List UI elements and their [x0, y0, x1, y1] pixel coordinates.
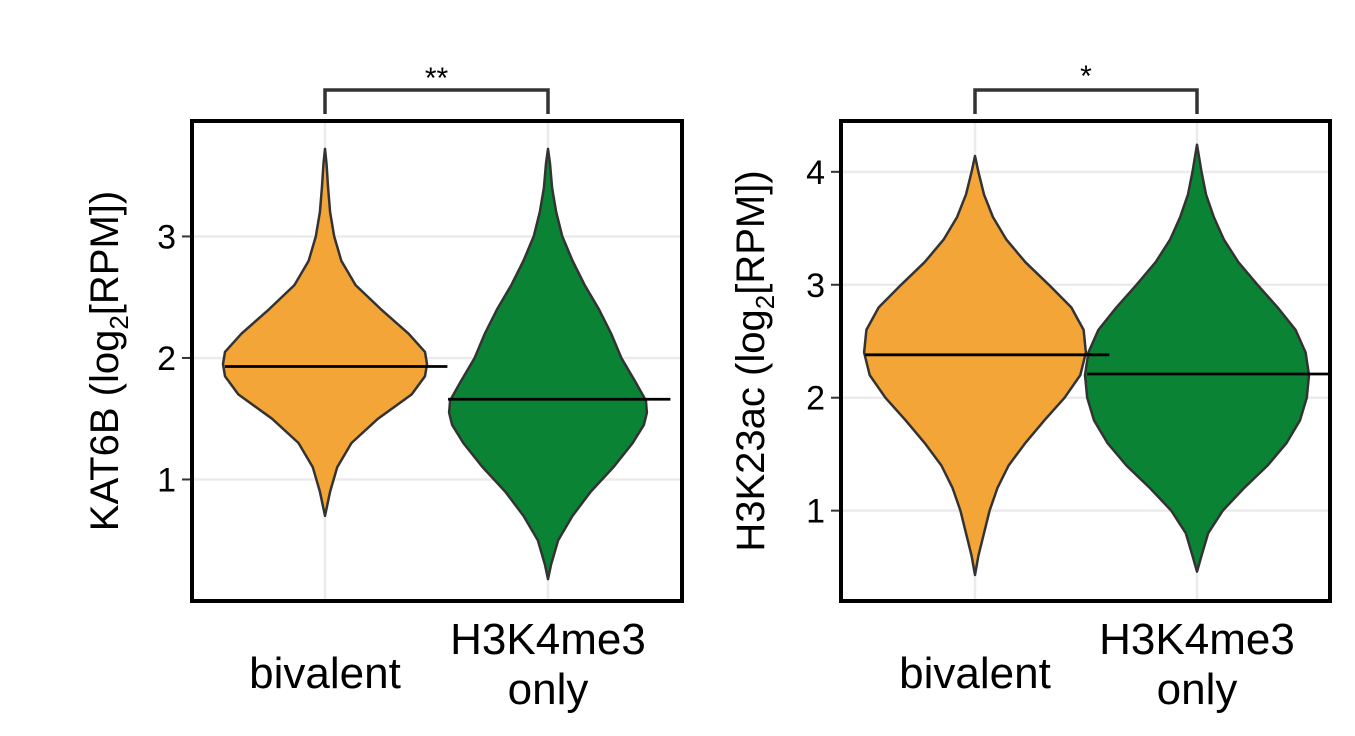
- panel-border: [839, 119, 1332, 603]
- x-category-label-line: only: [508, 665, 589, 714]
- y-axis-title-part: [RPM]): [729, 170, 773, 294]
- significance-bracket: [323, 88, 550, 114]
- x-category-label-line: H3K4me3: [1099, 615, 1295, 664]
- significance-label: **: [425, 62, 449, 95]
- y-tick-label: 1: [157, 461, 176, 499]
- violin-h3k4me3-only: [447, 147, 649, 581]
- x-category-label: H3K4me3 only: [1099, 615, 1295, 714]
- x-category-label-line: H3K4me3: [450, 615, 646, 664]
- y-tick-label: 1: [806, 493, 825, 531]
- violin-bivalent: [862, 154, 1088, 577]
- y-tick-label: 3: [806, 267, 825, 305]
- significance-label: *: [1080, 60, 1092, 93]
- y-axis-title: KAT6B (log2[RPM]): [83, 191, 134, 531]
- y-axis-title-subscript: 2: [104, 315, 134, 329]
- significance-bracket: [973, 88, 1199, 114]
- y-axis-title-part: H3K23ac (log: [729, 309, 773, 551]
- violin-h3k4me3-only: [1083, 143, 1311, 573]
- y-tick-label: 3: [157, 218, 176, 256]
- panel-border: [190, 119, 684, 603]
- y-axis-title-part: [RPM]): [83, 191, 127, 315]
- y-tick-label: 4: [806, 154, 825, 192]
- y-axis-title-subscript: 2: [750, 295, 780, 309]
- y-tick-label: 2: [157, 340, 176, 378]
- x-category-label: H3K4me3 only: [450, 615, 646, 714]
- y-tick-label: 2: [806, 380, 825, 418]
- violin-bivalent: [221, 147, 429, 518]
- x-category-label: bivalent: [899, 649, 1051, 698]
- y-axis-title: H3K23ac (log2[RPM]): [729, 170, 780, 551]
- y-axis-title-part: KAT6B (log: [83, 330, 127, 532]
- x-category-label-line: only: [1157, 665, 1238, 714]
- x-category-label: bivalent: [249, 649, 401, 698]
